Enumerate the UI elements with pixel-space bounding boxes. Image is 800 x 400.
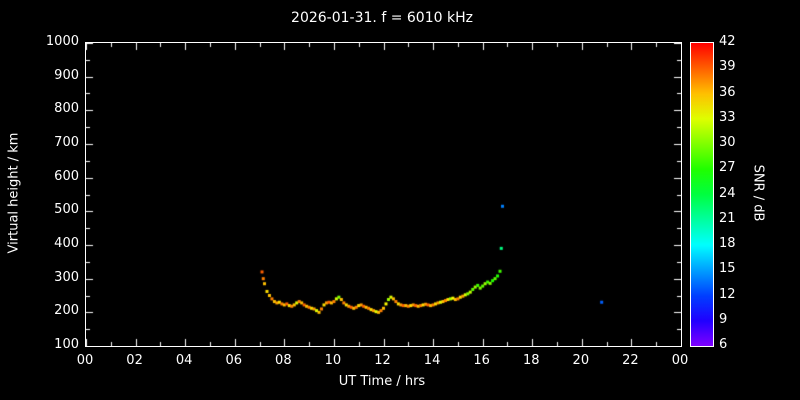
chart-title: 2026-01-31. f = 6010 kHz [291, 10, 473, 26]
y-tick-label: 200 [54, 303, 79, 319]
x-axis-label: UT Time / hrs [338, 374, 426, 389]
y-tick-label: 700 [54, 135, 79, 150]
colorbar-tick-label: 9 [719, 311, 728, 327]
y-tick-label: 400 [54, 236, 79, 251]
x-tick-label: 12 [374, 353, 391, 368]
x-tick-label: 16 [473, 353, 490, 368]
y-tick-label: 500 [54, 202, 79, 218]
colorbar-canvas [691, 43, 713, 346]
colorbar-tick-label: 12 [719, 286, 736, 302]
y-tick-label: 1000 [45, 34, 79, 49]
colorbar-tick-label: 15 [719, 261, 736, 277]
colorbar-tick-label: 24 [719, 185, 736, 201]
x-tick-label: 04 [175, 353, 193, 368]
plot-area [85, 42, 682, 347]
y-tick-label: 900 [54, 67, 79, 83]
snr-colorbar [690, 42, 714, 347]
x-tick-label: 08 [275, 353, 292, 368]
x-tick-label: 22 [622, 353, 639, 368]
colorbar-tick-label: 6 [719, 337, 728, 352]
x-tick-label: 02 [126, 353, 143, 368]
x-tick-label: 00 [671, 353, 689, 368]
colorbar-tick-label: 42 [719, 34, 736, 49]
y-tick-label: 100 [54, 337, 79, 352]
colorbar-tick-label: 33 [719, 109, 736, 125]
x-tick-label: 14 [423, 353, 441, 368]
x-tick-label: 06 [225, 353, 243, 368]
colorbar-axis-label: SNR / dB [750, 164, 766, 222]
x-tick-label: 18 [522, 353, 540, 368]
x-tick-label: 20 [572, 353, 590, 368]
colorbar-tick-label: 30 [719, 135, 736, 150]
x-tick-label: 10 [324, 353, 342, 368]
colorbar-tick-label: 21 [719, 210, 736, 226]
x-tick-label: 00 [76, 353, 94, 368]
colorbar-tick-label: 39 [719, 59, 736, 75]
y-axis-label: Virtual height / km [6, 132, 22, 254]
colorbar-tick-label: 36 [719, 84, 736, 100]
scatter-plot-canvas [86, 43, 681, 346]
colorbar-tick-label: 27 [719, 160, 736, 176]
y-tick-label: 300 [54, 269, 79, 285]
y-tick-label: 800 [54, 101, 79, 117]
y-tick-label: 600 [54, 168, 79, 184]
colorbar-tick-label: 18 [719, 236, 736, 251]
